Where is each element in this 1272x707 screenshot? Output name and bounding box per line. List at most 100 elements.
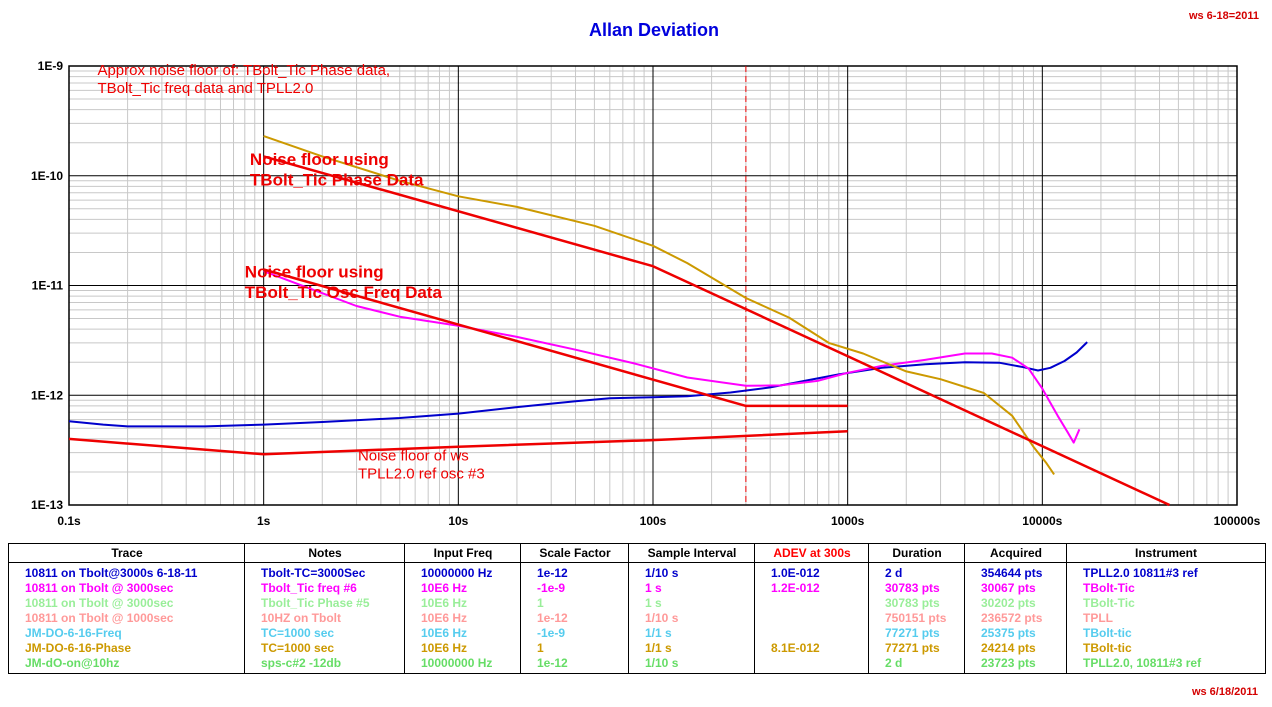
- table-cell: Tbolt_Tic freq #6: [261, 581, 357, 595]
- table-header-cell: Duration: [892, 546, 942, 560]
- table-cell: TBolt-Tic: [1083, 596, 1135, 610]
- series-line-6: [68, 429, 848, 456]
- table-cell: 1: [537, 596, 544, 610]
- table-cell: JM-DO-6-16-Phase: [25, 641, 132, 655]
- annotation-3-line-2: TBolt_Tic Osc Freq Data: [245, 283, 443, 302]
- table-cell: 1 s: [645, 581, 662, 595]
- table-cell: 10HZ on Tbolt: [261, 611, 341, 625]
- table-cell: 25375 pts: [981, 626, 1036, 640]
- table-column-divider: [629, 544, 755, 673]
- table-cell: 30783 pts: [885, 581, 940, 595]
- table-cell: 2 d: [885, 656, 903, 670]
- table-header-cell: Notes: [308, 546, 342, 560]
- table-cell: 77271 pts: [885, 641, 940, 655]
- table-cell: TPLL: [1083, 611, 1113, 625]
- table-header-cell: Acquired: [989, 546, 1042, 560]
- table-cell: 23723 pts: [981, 656, 1036, 670]
- table-cell: 354644 pts: [981, 566, 1043, 580]
- table-cell: -1e-9: [537, 626, 566, 640]
- annotation-2-line-2: TBolt_Tic Phase Data: [250, 171, 424, 190]
- table-cell: 10000000 Hz: [421, 566, 493, 580]
- x-tick-label: 100s: [640, 514, 667, 528]
- table-column-divider: [405, 544, 521, 673]
- footer-stamp: ws 6/18/2011: [1191, 686, 1258, 698]
- table-cell: 750151 pts: [885, 611, 947, 625]
- table-cell: 30202 pts: [981, 596, 1036, 610]
- table-cell: 10E6 Hz: [421, 626, 468, 640]
- annotation-4-line-2: TPLL2.0 ref osc #3: [358, 465, 485, 482]
- annotation-1-line-2: TBolt_Tic freq data and TPLL2.0: [97, 80, 313, 97]
- table-cell: 10811 on Tbolt @ 1000sec: [25, 611, 174, 625]
- y-tick-label: 1E-9: [38, 59, 64, 73]
- table-cell: 10E6 Hz: [421, 641, 468, 655]
- table-cell: sps-c#2 -12db: [261, 656, 342, 670]
- table-cell: 30783 pts: [885, 596, 940, 610]
- y-tick-label: 1E-10: [31, 169, 63, 183]
- table-cell: Tbolt_Tic Phase #5: [261, 596, 370, 610]
- table-cell: TBolt-Tic: [1083, 581, 1135, 595]
- table-cell: 1 s: [645, 596, 662, 610]
- x-tick-label: 0.1s: [57, 514, 81, 528]
- table-cell: 1/10 s: [645, 611, 679, 625]
- table-cell: 1/1 s: [645, 626, 672, 640]
- series-line-3: [263, 135, 1055, 475]
- table-column-divider: [965, 544, 1067, 673]
- table-header-cell: Sample Interval: [647, 546, 737, 560]
- table-header-cell: Trace: [111, 546, 143, 560]
- plot-frame: [68, 65, 1238, 506]
- table-column-divider: [245, 544, 405, 673]
- table-cell: TPLL2.0, 10811#3 ref: [1083, 656, 1202, 670]
- series-line-2: [263, 270, 1081, 444]
- annotation-1-line-1: Approx noise floor of: TBolt_Tic Phase d…: [97, 62, 390, 79]
- table-cell: 10000000 Hz: [421, 656, 493, 670]
- table-cell: TC=1000 sec: [261, 641, 335, 655]
- table-cell: 1e-12: [537, 656, 568, 670]
- table-cell: Tbolt-TC=3000Sec: [261, 566, 366, 580]
- top-stamp: ws 6-18=2011: [1188, 10, 1259, 22]
- x-tick-label: 1s: [257, 514, 271, 528]
- table-header-cell: ADEV at 300s: [773, 546, 851, 560]
- table-cell: 1/10 s: [645, 656, 679, 670]
- table-cell: 1/10 s: [645, 566, 679, 580]
- annotation-3-line-1: Noise floor using: [245, 263, 384, 282]
- x-tick-label: 10000s: [1022, 514, 1062, 528]
- table-cell: 24214 pts: [981, 641, 1036, 655]
- y-tick-label: 1E-13: [31, 498, 63, 512]
- table-cell: 1.2E-012: [771, 581, 820, 595]
- y-tick-label: 1E-12: [31, 388, 63, 402]
- y-tick-label: 1E-11: [32, 279, 64, 293]
- table-cell: 10E6 Hz: [421, 596, 468, 610]
- x-tick-label: 100000s: [1214, 514, 1261, 528]
- x-tick-label: 1000s: [831, 514, 865, 528]
- table-cell: TC=1000 sec: [261, 626, 335, 640]
- x-tick-label: 10s: [448, 514, 468, 528]
- table-header-cell: Scale Factor: [539, 546, 611, 560]
- annotation-2-line-1: Noise floor using: [250, 150, 389, 169]
- table-column-divider: [521, 544, 629, 673]
- table-header-cell: Input Freq: [433, 546, 493, 560]
- table-cell: 1e-12: [537, 566, 568, 580]
- trace-table: Trace Notes Input Freq Scale Factor Sample I…: [8, 543, 1266, 674]
- table-cell: 1/1 s: [645, 641, 672, 655]
- table-cell: TBolt-tic: [1083, 641, 1132, 655]
- chart-title: Allan Deviation: [589, 20, 719, 40]
- table-cell: JM-dO-on@10hz: [25, 656, 120, 670]
- table-cell: TBolt-tic: [1083, 626, 1132, 640]
- table-cell: 236572 pts: [981, 611, 1043, 625]
- table-cell: 10E6 Hz: [421, 611, 468, 625]
- table-cell: 10811 on Tbolt@3000s 6-18-11: [25, 566, 198, 580]
- table-cell: TPLL2.0 10811#3 ref: [1083, 566, 1198, 580]
- table-column-divider: [869, 544, 965, 673]
- table-column-divider: [755, 544, 869, 673]
- table-header-cell: Instrument: [1134, 546, 1197, 560]
- table-cell: 1: [537, 641, 544, 655]
- table-cell: 10E6 Hz: [421, 581, 468, 595]
- adev-chart: 0.1s 1s 10s 100s 1000s 10000s 100000s 1E-9 1E-10…: [31, 10, 1261, 528]
- table-cell: 2 d: [885, 566, 903, 580]
- table-column-divider: [9, 544, 245, 673]
- table-cell: 10811 on Tbolt @ 3000sec: [25, 596, 174, 610]
- table-cell: 30067 pts: [981, 581, 1036, 595]
- table-cell: 8.1E-012: [771, 641, 820, 655]
- annotation-4-line-1: Noise floor of ws: [358, 447, 469, 464]
- table-cell: 10811 on Tbolt @ 3000sec: [25, 581, 174, 595]
